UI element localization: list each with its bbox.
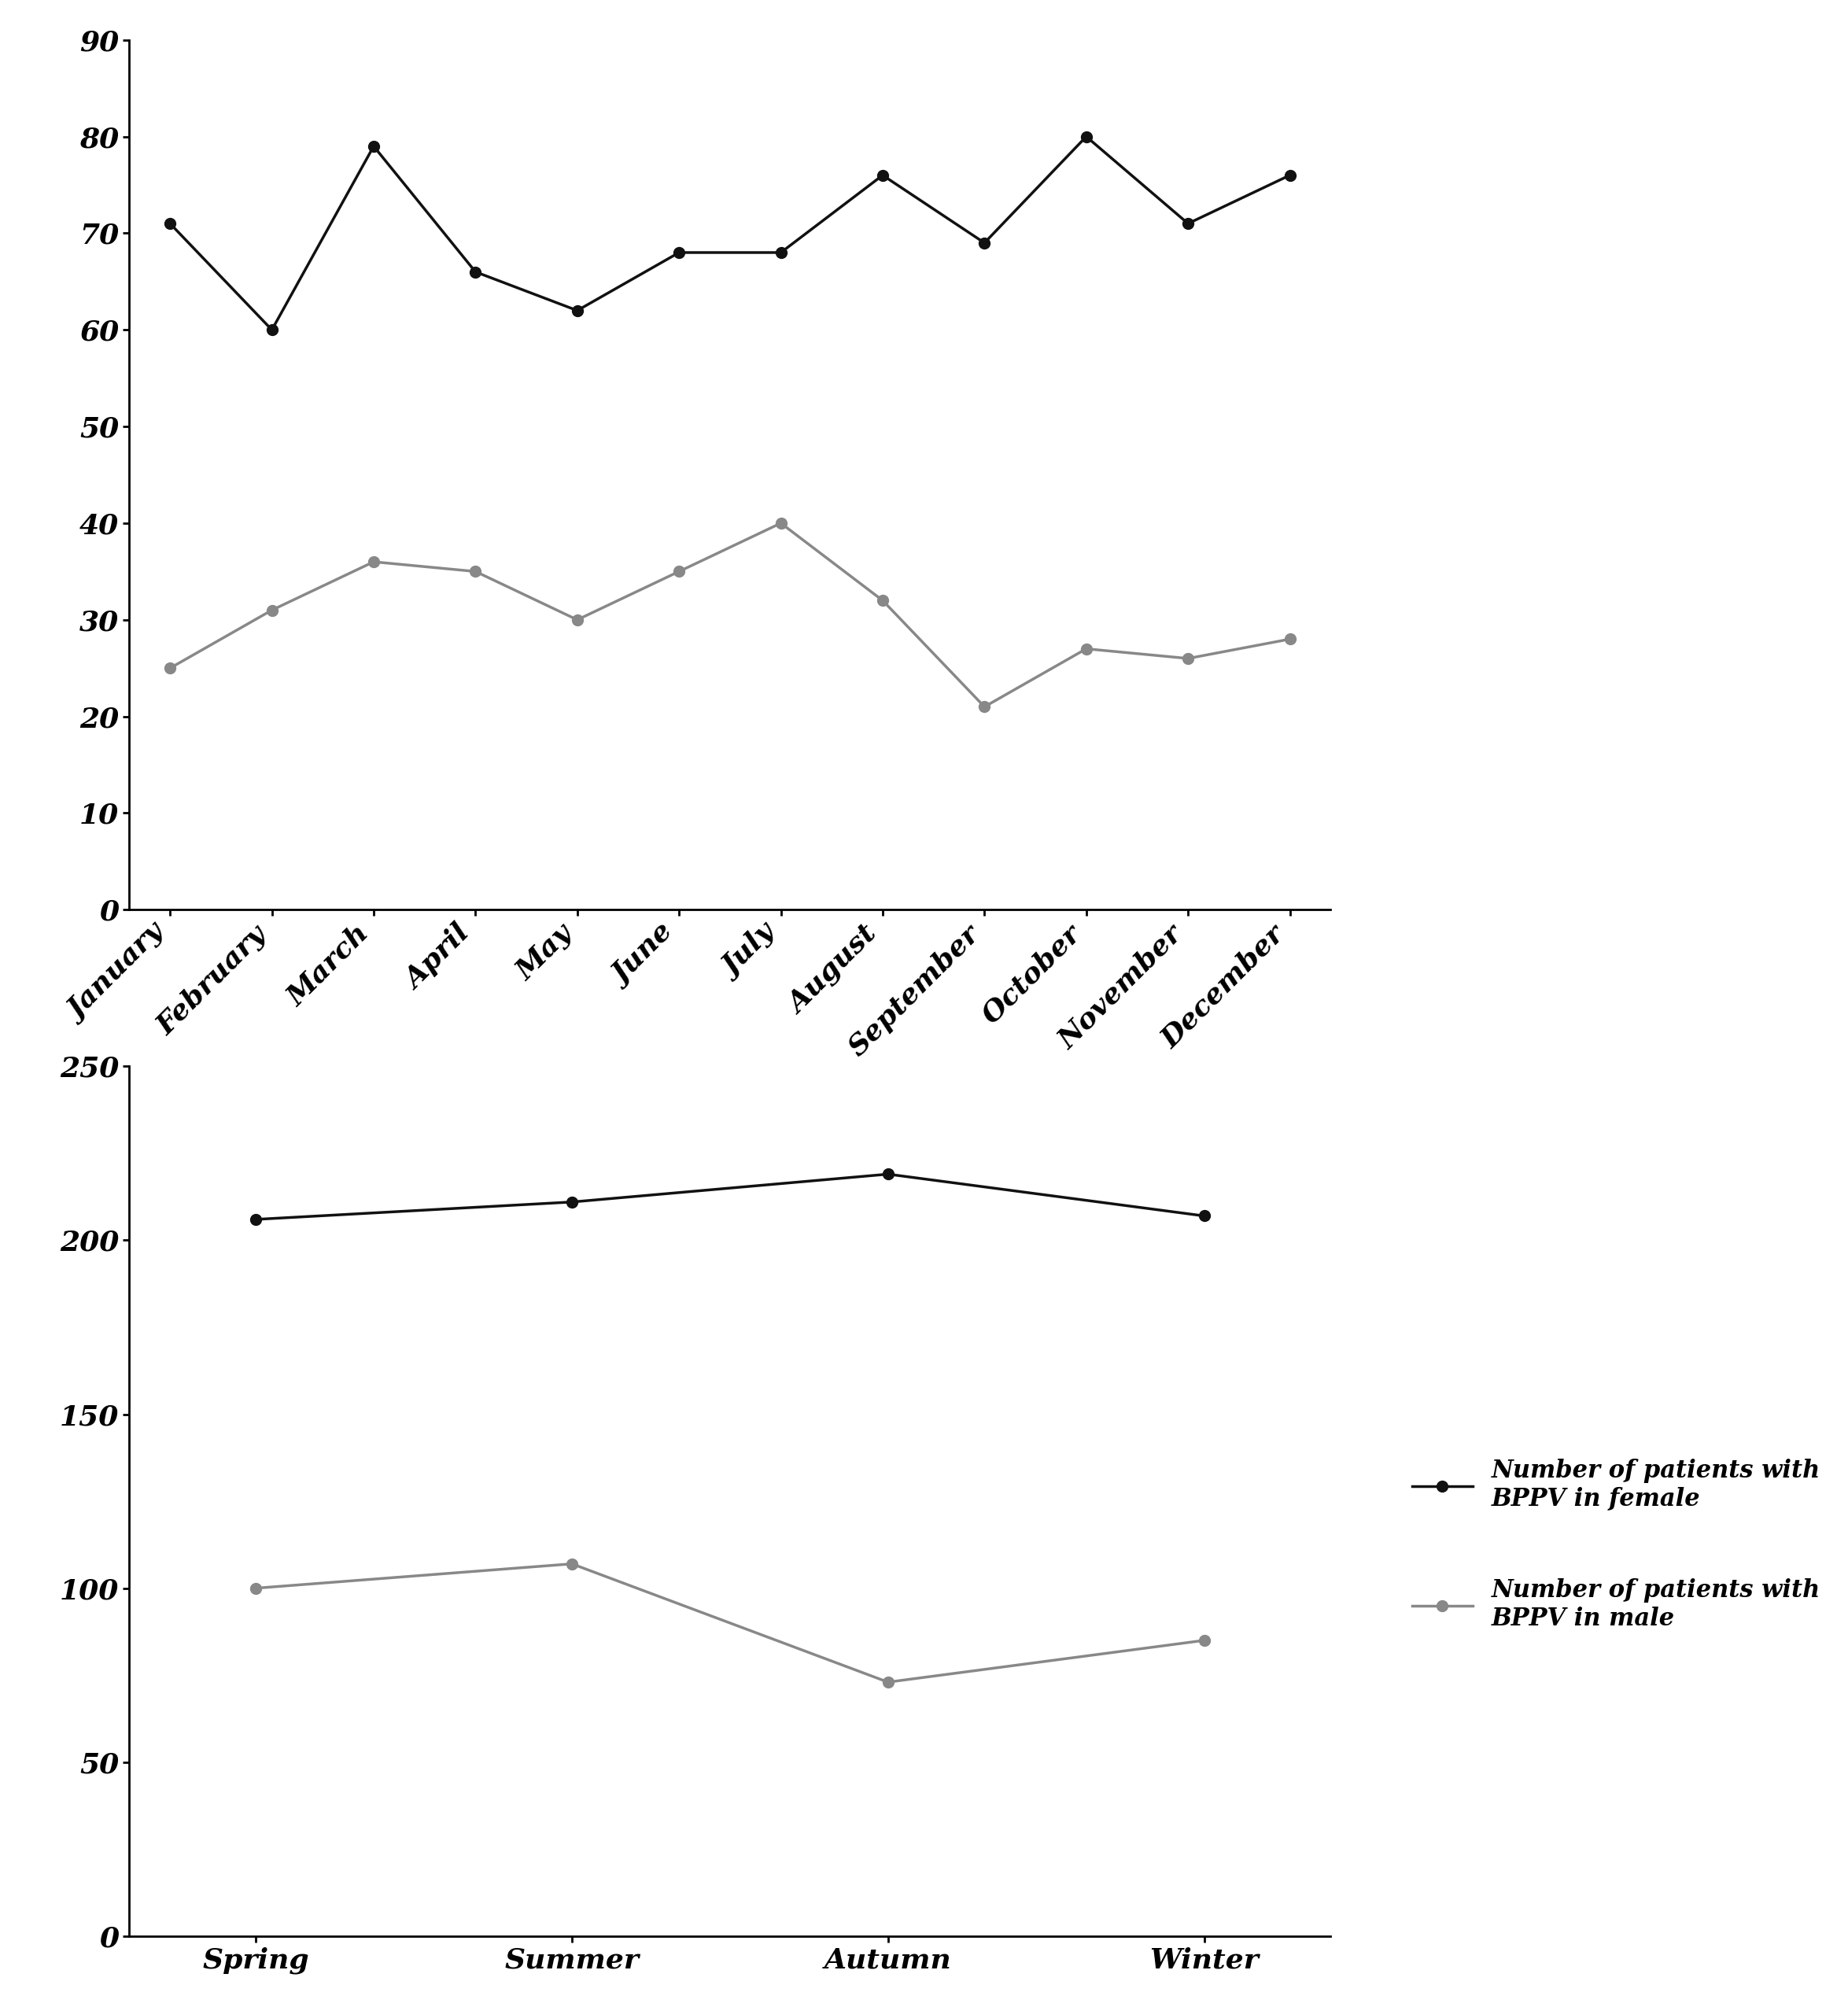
Legend: Number of patients with
BPPV in female, Number of patients with
BPPV in male: Number of patients with BPPV in female, … [1403, 1449, 1830, 1641]
